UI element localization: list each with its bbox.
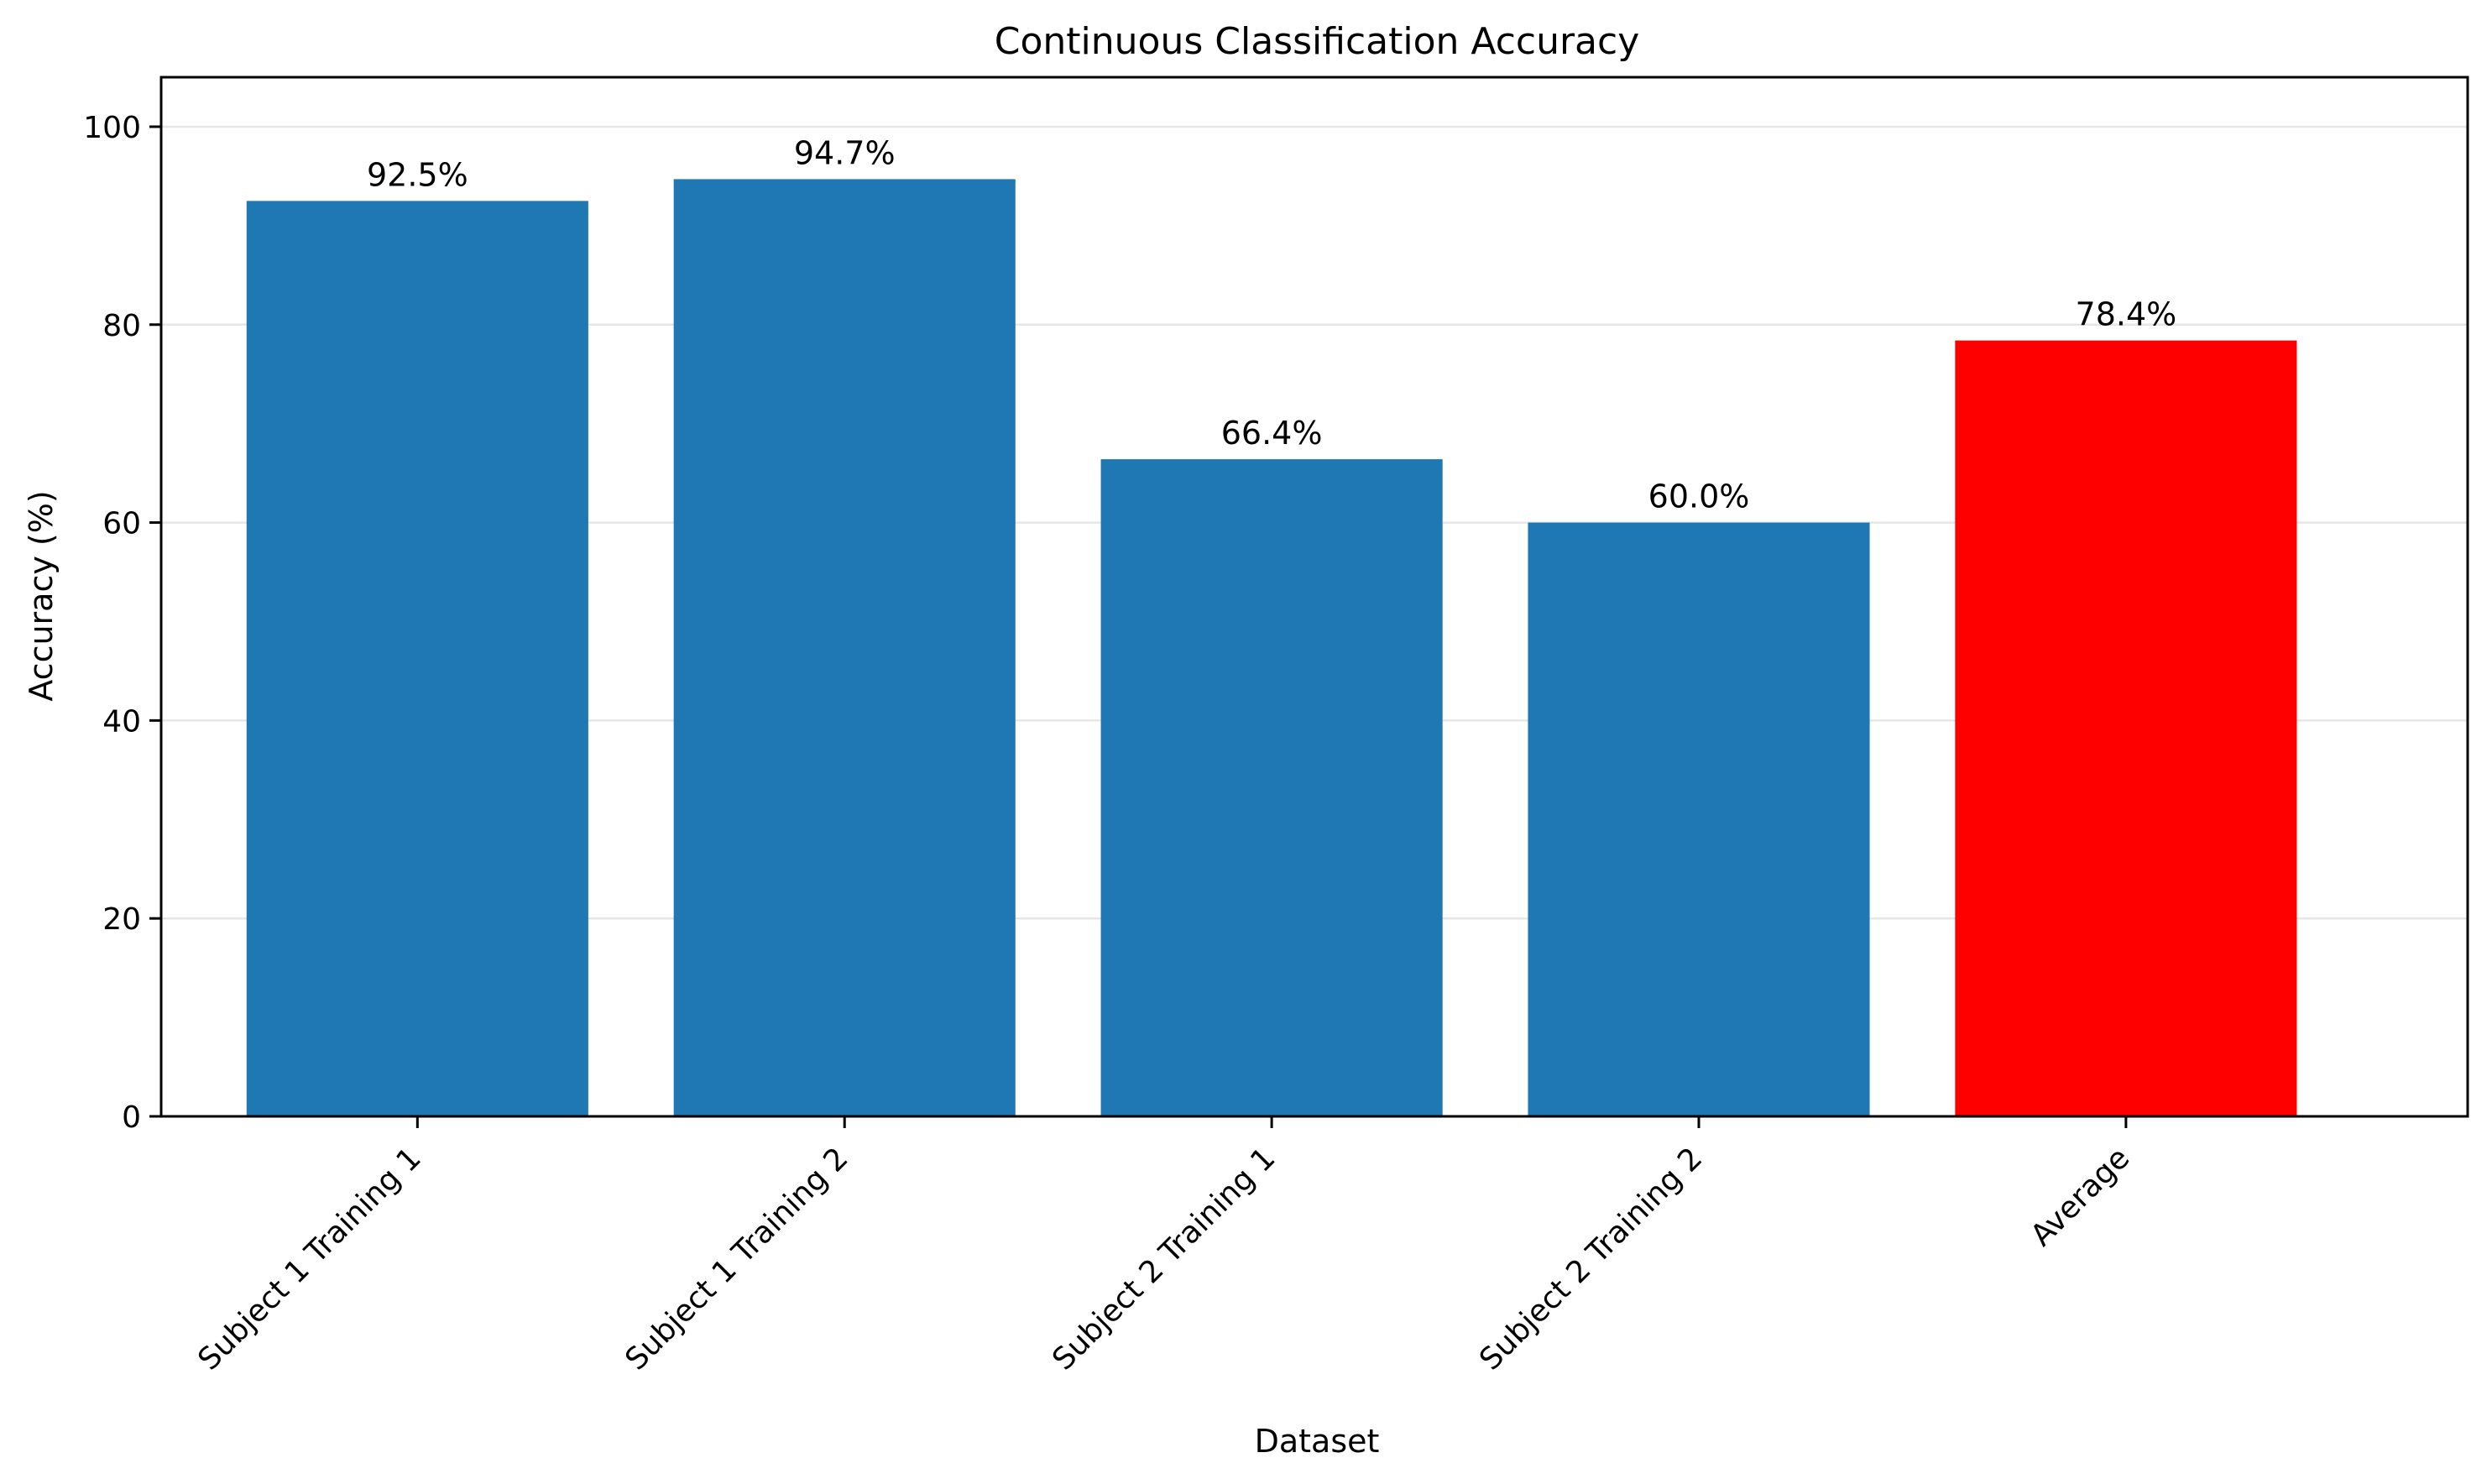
bar — [1528, 522, 1870, 1116]
chart-title: Continuous Classification Accuracy — [995, 20, 1640, 63]
bar-value-label: 78.4% — [2076, 296, 2177, 333]
y-tick-label: 80 — [102, 309, 141, 343]
y-tick-label: 40 — [102, 704, 141, 739]
x-tick-label: Average — [2024, 1141, 2137, 1253]
x-axis-ticks: Subject 1 Training 1 Subject 1 Training 2… — [191, 1116, 2136, 1377]
bar — [1955, 340, 2297, 1116]
y-tick-label: 100 — [83, 111, 141, 145]
bars — [246, 179, 2297, 1117]
bar-value-label: 94.7% — [794, 134, 896, 171]
bar-value-label: 66.4% — [1221, 415, 1323, 452]
x-tick-label: Subject 1 Training 1 — [191, 1141, 427, 1377]
y-tick-label: 60 — [102, 507, 141, 541]
bar — [673, 179, 1016, 1117]
bar — [246, 201, 588, 1116]
y-axis-label: Accuracy (%) — [23, 490, 60, 701]
bar-value-labels: 92.5% 94.7% 66.4% 60.0% 78.4% — [367, 134, 2176, 515]
x-tick-label: Subject 2 Training 1 — [1046, 1141, 1282, 1377]
x-tick-label: Subject 2 Training 2 — [1473, 1141, 1709, 1377]
y-tick-label: 20 — [102, 902, 141, 937]
y-axis-ticks: 0 20 40 60 80 100 — [83, 111, 161, 1135]
bar-value-label: 60.0% — [1648, 478, 1750, 515]
bar — [1100, 459, 1443, 1116]
x-axis-label: Dataset — [1255, 1423, 1380, 1460]
plot-frame — [159, 76, 2469, 1118]
y-tick-label: 0 — [122, 1100, 141, 1135]
bar-value-label: 92.5% — [367, 156, 468, 193]
x-tick-label: Subject 1 Training 2 — [619, 1141, 854, 1377]
